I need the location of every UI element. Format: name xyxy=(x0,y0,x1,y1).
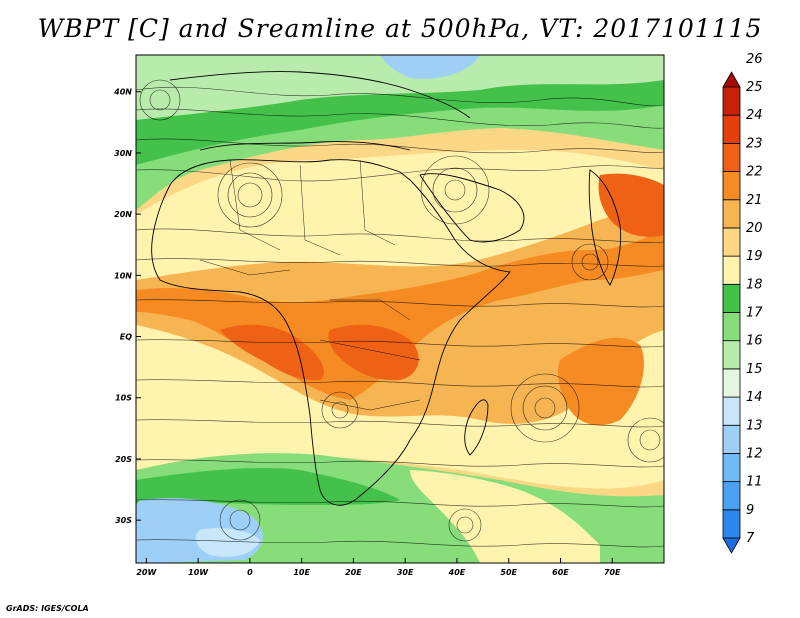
colorbar-box xyxy=(722,368,741,398)
lon-label: 40E xyxy=(448,568,466,577)
india-coastline xyxy=(588,169,622,286)
colorbar-label: 12 xyxy=(746,446,763,461)
lat-label: 40N xyxy=(113,88,132,97)
europe-coastline xyxy=(169,71,471,119)
colorbar-label: 7 xyxy=(746,531,755,546)
africa-coastline xyxy=(151,159,511,506)
colorbar-box xyxy=(722,199,741,229)
grads-credit: GrADS: IGES/COLA xyxy=(6,604,89,613)
colorbar-label: 16 xyxy=(746,334,763,349)
lat-label: 10S xyxy=(115,394,132,403)
blue-cell-north xyxy=(380,55,480,79)
colorbar-label: 13 xyxy=(746,418,763,433)
streamlines xyxy=(136,79,664,548)
lightgreen-cell-southwest xyxy=(195,528,260,557)
wbpt-field xyxy=(136,55,664,563)
north-lightgreen xyxy=(136,55,664,120)
lon-label: 20W xyxy=(136,568,157,577)
colorbar-box xyxy=(722,396,741,426)
lat-label: 10N xyxy=(114,271,132,280)
plot-frame xyxy=(135,54,665,564)
lon-label: 20E xyxy=(345,568,362,577)
lon-label: 10E xyxy=(293,568,310,577)
lat-label: 30S xyxy=(115,516,132,525)
colorbar-label: 17 xyxy=(746,306,763,321)
colorbar-box xyxy=(722,227,741,257)
south-darkgreen-band xyxy=(136,468,400,508)
colorbar-label: 18 xyxy=(746,277,763,292)
map-title: WBPT [C] and Sreamline at 500hPa, VT: 20… xyxy=(37,14,763,43)
latitude-axis: 40N 30N 20N 10N EQ 10S 20S 30S xyxy=(113,88,141,525)
colorbar-label: 25 xyxy=(746,80,763,95)
colorbar-box xyxy=(722,453,741,483)
coastlines xyxy=(151,71,622,506)
arabia-coastline xyxy=(419,173,525,243)
lat-label: 20S xyxy=(115,455,132,464)
colorbar-box xyxy=(722,171,741,201)
redorange-core-2 xyxy=(328,324,419,381)
colorbar-label: 11 xyxy=(746,475,763,490)
lat-label: EQ xyxy=(120,333,132,342)
colorbar-box xyxy=(722,424,741,454)
lat-label: 30N xyxy=(114,149,132,158)
colorbar-label: 24 xyxy=(746,108,763,123)
colorbar-label: 15 xyxy=(746,362,763,377)
lon-label: 70E xyxy=(604,568,621,577)
country-borders xyxy=(199,159,421,411)
colorbar-label: 21 xyxy=(746,193,763,208)
redorange-core-3 xyxy=(598,173,664,237)
colorbar-top-triangle xyxy=(722,71,741,88)
colorbar-box xyxy=(722,86,741,116)
colorbar-label: 23 xyxy=(746,136,763,151)
longitude-axis: 20W 10W 0 10E 20E 30E 40E 50E 60E 70E xyxy=(136,558,621,577)
lat-label: 20N xyxy=(114,210,132,219)
orange-east-tongue xyxy=(558,337,644,426)
colorbar-label: 14 xyxy=(746,390,763,405)
colorbar-box xyxy=(722,312,741,342)
colorbar-label: 22 xyxy=(746,165,763,180)
redorange-core-1 xyxy=(220,324,324,381)
colorbar-box xyxy=(722,340,741,370)
colorbar-label: 19 xyxy=(746,249,763,264)
colorbar-label: 20 xyxy=(746,221,763,236)
madagascar-coastline xyxy=(464,399,489,456)
colorbar-box xyxy=(722,142,741,172)
colorbar-box xyxy=(722,255,741,285)
colorbar-box xyxy=(722,509,741,539)
south-yellow-tongue xyxy=(410,470,600,563)
colorbar-label: 9 xyxy=(746,503,754,518)
colorbar-box xyxy=(722,481,741,511)
colorbar-bottom-triangle xyxy=(722,537,741,554)
lon-label: 60E xyxy=(552,568,569,577)
colorbar: 7 9 11 12 13 14 15 16 17 18 19 20 21 22 23 24 25 26 xyxy=(722,52,763,554)
lon-label: 10W xyxy=(188,568,209,577)
colorbar-box xyxy=(722,114,741,144)
colorbar-box xyxy=(722,283,741,313)
lon-label: 0 xyxy=(247,568,253,577)
lon-label: 30E xyxy=(397,568,414,577)
mediterranean-coastline xyxy=(199,141,411,151)
lon-label: 50E xyxy=(500,568,517,577)
colorbar-label: 26 xyxy=(746,52,763,67)
